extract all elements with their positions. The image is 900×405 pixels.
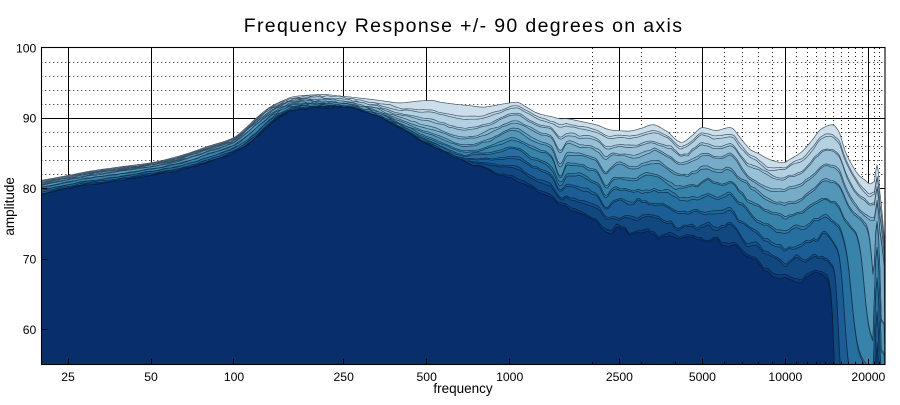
svg-text:20000: 20000 <box>851 370 885 384</box>
svg-text:10000: 10000 <box>768 370 802 384</box>
svg-text:80: 80 <box>23 182 37 196</box>
svg-text:500: 500 <box>417 370 438 384</box>
svg-text:70: 70 <box>23 253 37 267</box>
svg-text:50: 50 <box>144 370 158 384</box>
svg-text:60: 60 <box>23 323 37 337</box>
svg-text:100: 100 <box>224 370 245 384</box>
svg-text:2500: 2500 <box>606 370 633 384</box>
svg-text:250: 250 <box>334 370 355 384</box>
svg-text:1000: 1000 <box>496 370 523 384</box>
svg-text:90: 90 <box>23 112 37 126</box>
svg-text:100: 100 <box>16 41 37 55</box>
svg-text:5000: 5000 <box>689 370 716 384</box>
svg-text:Frequency Response +/- 90 degr: Frequency Response +/- 90 degrees on axi… <box>244 15 684 37</box>
svg-text:amplitude: amplitude <box>2 177 17 236</box>
svg-text:frequency: frequency <box>433 381 493 396</box>
svg-text:25: 25 <box>61 370 75 384</box>
